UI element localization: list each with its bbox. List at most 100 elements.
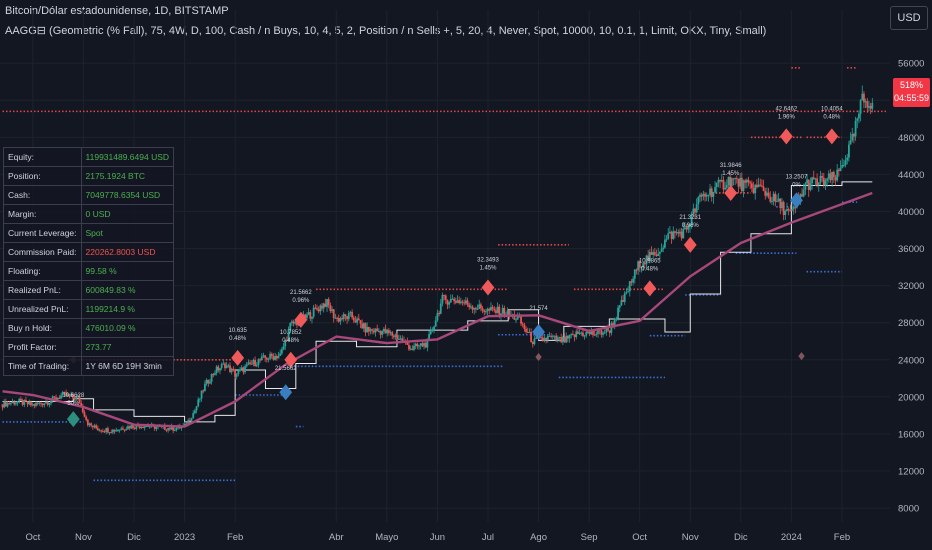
indicator-legend[interactable]: AAGG⊟ (Geometric (% Fall), 75, 4W, D, 10… [5,25,767,37]
candle-body [528,332,531,334]
candle-body [142,426,144,428]
trade-pct: 0.48% [823,114,841,120]
candle-body [635,269,638,271]
candle-body [652,252,655,255]
candle-body [334,317,337,319]
candle-body [188,420,191,422]
candle-body [498,306,501,316]
candle-body [43,403,46,406]
candle-body [730,178,733,186]
candle-body [366,326,369,333]
candle-body [23,400,26,405]
candle-body [127,426,129,429]
candle-body [354,320,357,323]
candle-body [165,429,168,431]
candle-body [453,298,456,302]
stats-label: Unrealized PnL: [3,299,82,319]
candle-body [155,426,158,429]
stats-label: Realized PnL: [3,280,82,300]
candle-body [625,292,628,294]
candle-body [821,175,824,178]
candle-body [311,316,313,319]
candle-body [863,93,865,103]
sell-trade-marker [825,128,839,145]
candle-body [135,424,138,429]
candle-body [245,364,248,367]
candle-body [250,363,253,365]
buy-trade-marker [790,192,803,209]
candle-body [755,184,758,188]
candle-body [85,416,88,420]
candle-body [702,193,705,197]
candle-body [80,402,83,406]
candle-body [324,303,327,307]
candle-body [541,337,544,341]
trade-label: 21.5662 [275,366,297,372]
stats-label: Equity: [3,147,82,167]
candle-body [744,180,747,183]
candle-body [306,314,308,318]
candle-body [272,356,275,360]
y-tick-label: 16000 [898,429,924,440]
stats-row: Current Leverage: Spot [3,223,175,243]
stats-value: 1Y 6M 6D 19H 3min [80,356,175,376]
candle-body [125,428,128,431]
candle-body [506,310,509,315]
candle-body [45,402,47,404]
candle-body [371,329,374,331]
currency-button[interactable]: USD [890,6,928,30]
candle-body [132,425,134,429]
candle-body [195,406,198,411]
candle-body [546,335,549,340]
candle-body [822,177,825,186]
candle-body [262,355,265,357]
candle-body [406,341,409,345]
candle-body [871,102,874,109]
candle-body [473,307,476,310]
buy-trade-marker [66,411,80,428]
stats-row: Position: 2175.1924 BTC [3,166,175,186]
candle-body [282,346,285,350]
candle-body [575,331,578,338]
candle-body [214,373,216,375]
candle-body [585,332,588,336]
candle-body [657,253,660,257]
candle-body [640,266,643,268]
trade-pct: 1.96% [778,114,796,120]
candle-body [663,239,666,248]
candle-body [120,428,123,430]
candle-body [209,381,211,384]
candle-body [807,179,810,190]
stats-row: Time of Trading: 1Y 6M 6D 19H 3min [3,356,175,376]
candle-body [526,332,529,334]
candle-body [786,209,788,212]
candle-body [781,201,783,209]
candle-body [737,178,740,187]
candle-body [367,326,370,332]
candle-body [336,317,338,319]
candle-body [411,348,414,350]
candle-body [777,198,780,202]
candle-body [612,323,614,326]
candle-body [331,309,333,312]
candle-body [61,392,64,396]
candle-body [750,183,753,189]
candle-body [490,307,492,311]
candle-body [774,193,777,202]
candle-body [697,197,700,205]
candle-body [531,341,534,345]
candle-body [628,281,631,292]
candle-body [88,423,91,426]
sell-trade-marker [284,351,298,368]
candle-body [500,313,502,316]
candle-body [647,255,650,261]
y-tick-label: 24000 [898,355,924,366]
candle-body [724,187,727,190]
candle-body [260,356,263,361]
candle-body [113,429,116,432]
candle-body [615,318,618,320]
stats-label: Margin: [3,204,82,224]
candle-body [809,183,812,190]
candle-body [446,299,449,305]
candle-body [787,209,790,211]
